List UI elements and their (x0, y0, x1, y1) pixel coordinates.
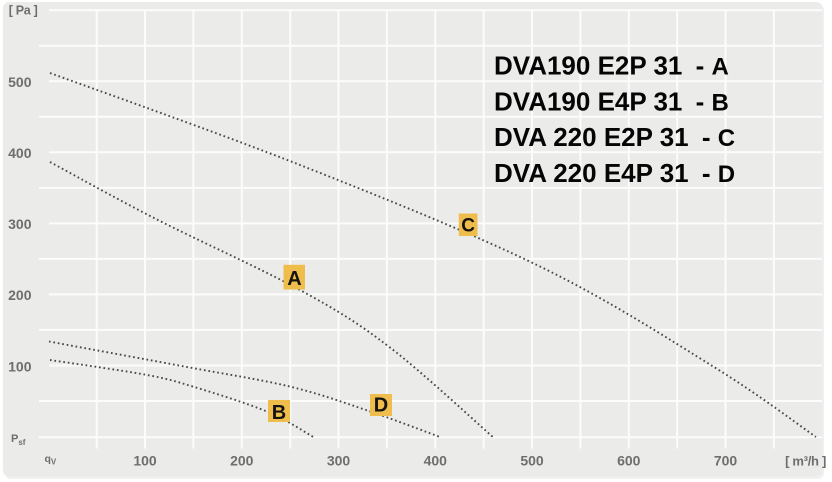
svg-text:B: B (272, 402, 286, 424)
svg-text:DVA190 E4P 31 - B: DVA190 E4P 31 - B (494, 86, 729, 116)
svg-text:200: 200 (8, 287, 32, 303)
svg-text:[ Pa ]: [ Pa ] (9, 3, 38, 17)
svg-text:A: A (287, 268, 301, 290)
svg-text:300: 300 (8, 216, 32, 232)
svg-text:100: 100 (8, 358, 32, 374)
svg-text:C: C (461, 216, 475, 237)
svg-text:700: 700 (714, 453, 738, 469)
svg-text:600: 600 (617, 453, 641, 469)
svg-text:[ m³/h ]: [ m³/h ] (785, 453, 826, 468)
svg-text:200: 200 (230, 453, 254, 469)
svg-text:DVA190 E2P 31 - A: DVA190 E2P 31 - A (494, 51, 729, 81)
svg-text:D: D (374, 395, 388, 417)
svg-text:100: 100 (133, 453, 157, 469)
svg-text:300: 300 (327, 453, 351, 469)
svg-text:DVA 220 E2P 31 - C: DVA 220 E2P 31 - C (494, 122, 735, 152)
svg-text:DVA 220 E4P 31 - D: DVA 220 E4P 31 - D (494, 158, 735, 188)
svg-text:400: 400 (424, 453, 448, 469)
svg-text:400: 400 (8, 145, 32, 161)
svg-text:500: 500 (8, 74, 32, 90)
svg-text:500: 500 (520, 453, 544, 469)
